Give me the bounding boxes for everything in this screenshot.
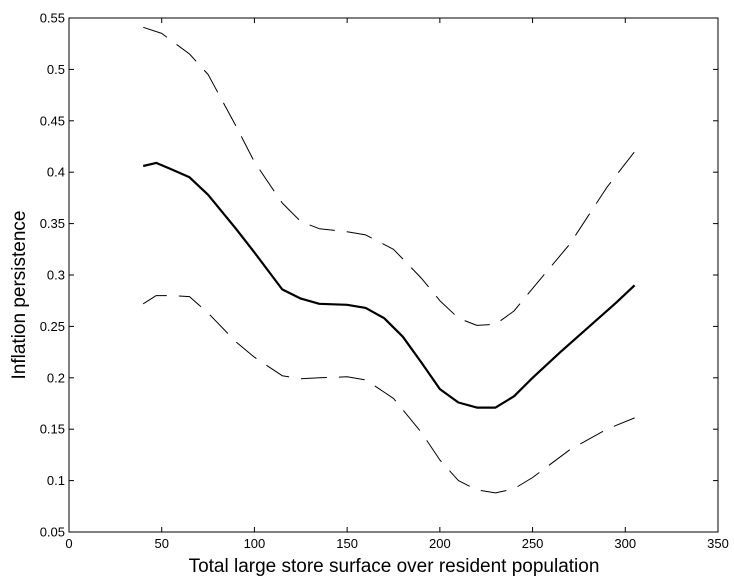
y-tick-label: 0.3 [47,268,65,283]
y-tick-label: 0.2 [47,370,65,385]
x-axis: 0 50 100 150 200 250 300 350 [65,18,729,551]
y-tick-label: 0.5 [47,62,65,77]
x-tick-label: 0 [65,536,72,551]
y-tick-label: 0.4 [47,165,65,180]
y-tick-label: 0.45 [40,113,65,128]
y-axis: 0.05 0.1 0.15 0.2 0.25 0.3 0.35 0.4 0.45 0.5 0.55 [40,11,718,540]
plot-area [68,17,719,533]
y-tick-label: 0.15 [40,422,65,437]
y-axis-label: Inflation persistence [9,211,30,380]
series-group [142,26,636,494]
x-tick-label: 300 [614,536,636,551]
x-tick-label: 50 [154,536,168,551]
x-tick-label: 350 [707,536,729,551]
y-tick-label: 0.05 [40,525,65,540]
lower-bound-line [142,295,635,494]
x-tick-label: 200 [429,536,451,551]
plot-frame [68,17,719,533]
y-tick-label: 0.25 [40,319,65,334]
x-tick-label: 150 [336,536,358,551]
y-tick-label: 0.55 [40,11,65,26]
y-tick-label: 0.1 [47,473,65,488]
x-axis-label: Total large store surface over resident … [189,556,600,577]
y-tick-label: 0.35 [40,216,65,231]
x-tick-label: 100 [244,536,266,551]
x-tick-label: 250 [522,536,544,551]
estimate-line [142,161,636,409]
